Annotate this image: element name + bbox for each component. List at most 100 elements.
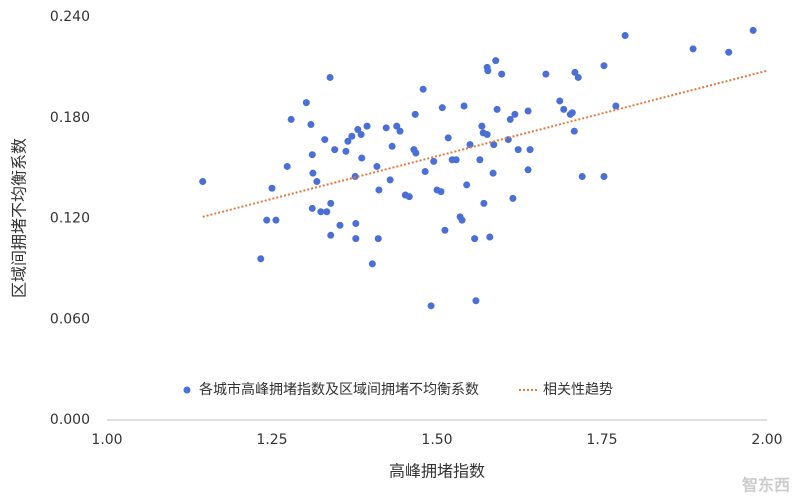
scatter-point — [489, 169, 497, 177]
scatter-point — [317, 208, 325, 216]
scatter-point — [506, 115, 514, 123]
scatter-point — [689, 45, 697, 53]
scatter-point — [578, 173, 586, 181]
scatter-point — [486, 233, 494, 241]
scatter-point — [308, 151, 316, 159]
scatter-point — [382, 124, 390, 132]
scatter-point — [268, 184, 276, 192]
scatter-point — [571, 68, 579, 76]
x-tick-label: 1.00 — [91, 432, 122, 448]
scatter-point — [490, 141, 498, 149]
scatter-point — [568, 109, 576, 117]
scatter-point — [570, 127, 578, 135]
scatter-point — [388, 142, 396, 150]
trend-line — [202, 69, 768, 218]
scatter-point — [327, 199, 335, 207]
scatter-point — [358, 154, 366, 162]
scatter-point — [430, 157, 438, 165]
scatter-point — [542, 70, 550, 78]
scatter-point — [483, 63, 491, 71]
scatter-point — [287, 115, 295, 123]
scatter-point — [308, 204, 316, 212]
scatter-point — [458, 216, 466, 224]
scatter-point — [600, 62, 608, 70]
x-axis-title: 高峰拥堵指数 — [389, 462, 485, 481]
scatter-point — [199, 178, 207, 186]
scatter-point — [368, 260, 376, 268]
scatter-point — [412, 149, 420, 157]
scatter-point — [511, 110, 519, 118]
scatter-point — [524, 166, 532, 174]
watermark: 智东西 — [742, 476, 790, 495]
scatter-point — [302, 99, 310, 107]
scatter-point — [471, 235, 479, 243]
scatter-point — [621, 31, 629, 39]
y-tick-label: 0.060 — [50, 311, 90, 327]
scatter-point — [524, 107, 532, 115]
scatter-point — [283, 162, 291, 170]
scatter-point — [419, 85, 427, 93]
scatter-point — [560, 105, 568, 113]
scatter-point — [342, 147, 350, 155]
scatter-point — [348, 132, 356, 140]
x-tick-label: 1.50 — [421, 432, 452, 448]
scatter-point — [600, 173, 608, 181]
scatter-point — [363, 122, 371, 130]
scatter-point — [336, 221, 344, 229]
scatter-point — [612, 102, 620, 110]
scatter-point — [437, 188, 445, 196]
scatter-point — [480, 199, 488, 207]
scatter-point — [452, 156, 460, 164]
scatter-point — [375, 186, 383, 194]
scatter-point — [427, 302, 435, 310]
scatter-point — [472, 297, 480, 305]
scatter-point — [396, 127, 404, 135]
legend-label: 相关性趋势 — [543, 382, 613, 398]
scatter-point — [354, 126, 362, 134]
scatter-point — [556, 97, 564, 105]
scatter-point — [321, 136, 329, 144]
y-tick-label: 0.180 — [50, 110, 90, 126]
scatter-point — [307, 120, 315, 128]
scatter-point — [411, 110, 419, 118]
scatter-point — [493, 105, 501, 113]
y-tick-label: 0.120 — [50, 211, 90, 227]
scatter-point — [483, 131, 491, 139]
scatter-point — [326, 73, 334, 81]
scatter-point — [357, 131, 365, 139]
scatter-point — [476, 156, 484, 164]
scatter-point — [405, 193, 413, 201]
scatter-point — [438, 104, 446, 112]
scatter-point — [344, 137, 352, 145]
scatter-point — [749, 26, 757, 34]
y-tick-label: 0.000 — [50, 412, 90, 428]
x-tick-label: 1.25 — [256, 432, 287, 448]
scatter-point — [331, 146, 339, 154]
scatter-point — [323, 208, 331, 216]
legend-marker — [183, 386, 191, 394]
legend-label: 各城市高峰拥堵指数及区域间拥堵不均衡系数 — [199, 381, 479, 398]
scatter-point — [272, 216, 280, 224]
scatter-point — [463, 181, 471, 189]
scatter-point — [466, 141, 474, 149]
scatter-point — [725, 48, 733, 56]
scatter-point — [393, 122, 401, 130]
scatter-point — [514, 146, 522, 154]
scatter-point — [509, 194, 517, 202]
scatter-point — [444, 134, 452, 142]
scatter-point — [352, 220, 360, 228]
x-tick-label: 2.00 — [751, 432, 782, 448]
scatter-point — [313, 178, 321, 186]
scatter-point — [327, 231, 335, 239]
y-axis-title: 区域间拥堵不均衡系数 — [10, 138, 29, 298]
scatter-point — [352, 235, 360, 243]
scatter-point — [574, 73, 582, 81]
scatter-point — [257, 255, 265, 263]
scatter-point — [373, 162, 381, 170]
scatter-point — [460, 102, 468, 110]
scatter-point — [309, 169, 317, 177]
scatter-point — [386, 176, 394, 184]
scatter-point — [504, 136, 512, 144]
scatter-point — [526, 146, 534, 154]
